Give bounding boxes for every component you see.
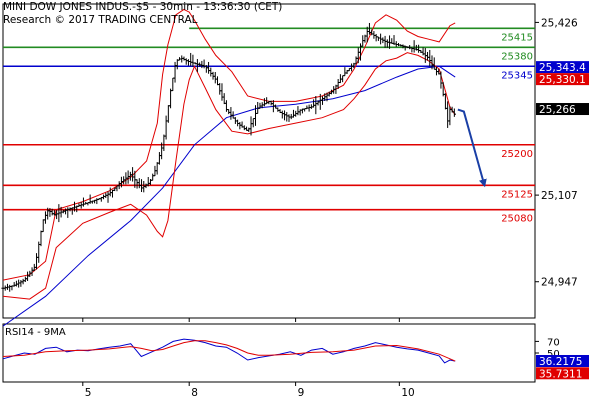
price-tag-2	[536, 103, 589, 116]
indicator-series-9MA	[2, 340, 456, 362]
chart-title: MINI DOW JONES INDUS.-$5 - 30min - 13:36…	[3, 1, 283, 13]
price-y-tick-label-1: 25,107	[541, 190, 578, 202]
indicator-tag-label-0: 36.2175	[539, 356, 582, 368]
price-tag-label-2: 25,266	[539, 104, 576, 116]
indicator-y-tick-label-0: 70	[547, 337, 560, 348]
ohlc-bars	[1, 22, 456, 292]
indicator-tag-label-1: 35.7311	[539, 368, 582, 380]
chart-copyright: Research © 2017 TRADING CENTRAL	[3, 14, 198, 26]
level-label-25200: 25200	[501, 149, 533, 160]
level-label-25125: 25125	[501, 189, 533, 200]
level-label-25415: 25415	[501, 32, 533, 43]
indicator-title: RSI14 - 9MA	[5, 327, 66, 338]
overlay-series-2	[2, 52, 456, 300]
level-label-25380: 25380	[501, 51, 533, 62]
price-tag-0	[536, 61, 589, 74]
x-tick-label-0: 5	[85, 387, 92, 399]
price-panel-frame	[2, 3, 536, 319]
indicator-tag-1	[536, 367, 589, 380]
indicator-y-tick-label-1: 50	[547, 349, 560, 360]
price-y-tick-label-0: 25,426	[541, 17, 578, 29]
x-tick-label-3: 10	[401, 387, 414, 399]
level-label-25080: 25080	[501, 214, 533, 225]
price-tag-1	[536, 73, 589, 86]
indicator-panel-frame	[2, 323, 536, 383]
x-tick-label-2: 9	[298, 387, 305, 399]
price-y-tick-label-2: 24,947	[541, 277, 578, 289]
level-label-25345: 25345	[501, 70, 533, 81]
x-tick-label-1: 8	[191, 387, 198, 399]
forecast-arrow	[457, 108, 487, 188]
overlay-series-0	[2, 65, 456, 327]
price-tag-label-0: 25,343.4	[539, 62, 586, 74]
indicator-tag-0	[536, 354, 589, 367]
price-tag-label-1: 25,330.1	[539, 74, 586, 86]
